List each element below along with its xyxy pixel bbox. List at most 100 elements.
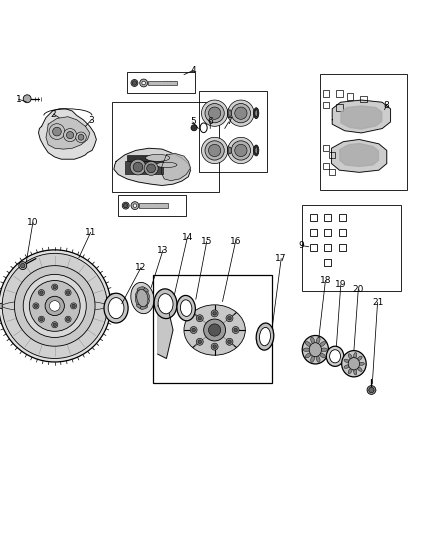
Bar [329,169,335,175]
Ellipse shape [227,108,233,119]
Ellipse shape [141,287,148,292]
Circle shape [196,315,203,322]
Bar [324,229,331,236]
Bar [323,91,329,96]
Circle shape [23,95,31,103]
Text: 4: 4 [191,66,196,75]
Ellipse shape [229,147,231,154]
Bar [125,160,163,174]
Ellipse shape [302,335,328,364]
Ellipse shape [303,348,310,351]
Circle shape [234,328,237,332]
Text: 13: 13 [157,246,169,255]
Ellipse shape [353,352,357,359]
Circle shape [226,315,233,322]
Ellipse shape [145,155,170,161]
Ellipse shape [256,323,274,350]
Ellipse shape [0,298,112,313]
Ellipse shape [180,300,192,317]
Ellipse shape [145,299,149,306]
Circle shape [66,291,70,294]
Circle shape [211,343,218,350]
Text: 18: 18 [320,276,331,285]
Circle shape [39,289,45,296]
Text: 2: 2 [51,110,56,118]
Circle shape [64,128,77,142]
Ellipse shape [259,327,271,346]
Text: 11: 11 [85,228,96,237]
Polygon shape [341,106,382,129]
Text: 3: 3 [88,116,94,125]
Circle shape [2,253,107,359]
Polygon shape [340,143,378,166]
Ellipse shape [316,337,320,344]
Circle shape [33,303,39,309]
Circle shape [34,304,38,308]
Bar [336,104,343,110]
Bar [324,244,331,251]
Circle shape [52,322,58,328]
Circle shape [124,204,128,208]
Circle shape [196,338,203,345]
Ellipse shape [156,162,177,167]
Circle shape [65,289,71,296]
Ellipse shape [357,356,362,361]
Circle shape [53,323,57,327]
Circle shape [367,386,376,394]
Bar [329,152,335,158]
Polygon shape [332,100,390,133]
Circle shape [45,296,64,316]
Circle shape [14,265,95,346]
Text: 16: 16 [230,237,241,246]
Ellipse shape [319,353,325,358]
Circle shape [208,144,221,157]
Circle shape [232,327,239,334]
Circle shape [228,138,254,164]
Ellipse shape [344,365,350,368]
Ellipse shape [255,147,258,154]
Circle shape [213,312,216,315]
Circle shape [132,81,137,85]
Circle shape [235,144,247,157]
Bar [339,244,346,251]
Bar [310,244,317,251]
Circle shape [211,310,218,317]
Ellipse shape [177,295,195,321]
Circle shape [201,138,228,164]
Bar [323,146,329,151]
Bar [360,96,367,102]
Text: 6: 6 [207,117,213,126]
Text: 8: 8 [383,101,389,110]
Circle shape [72,304,75,308]
Circle shape [205,103,224,123]
Ellipse shape [305,353,311,358]
Ellipse shape [311,337,314,344]
Circle shape [122,202,129,209]
Circle shape [192,328,195,332]
Ellipse shape [184,305,245,355]
Bar [302,205,401,290]
Circle shape [142,81,145,85]
Ellipse shape [309,343,321,357]
Bar [339,214,346,221]
Circle shape [213,345,216,349]
Ellipse shape [254,108,259,119]
Ellipse shape [154,289,177,319]
Ellipse shape [344,359,350,362]
Bar [336,91,343,96]
Circle shape [369,387,374,393]
Text: 1: 1 [15,95,21,104]
Polygon shape [39,109,96,159]
Circle shape [133,204,137,207]
Circle shape [131,79,138,86]
Circle shape [201,100,228,126]
Bar [320,74,407,190]
Ellipse shape [348,354,352,359]
Circle shape [39,316,45,322]
Bar [310,229,317,236]
Circle shape [140,79,148,87]
Circle shape [144,161,158,175]
Ellipse shape [131,282,154,314]
Ellipse shape [135,297,139,305]
Bar [347,93,353,100]
